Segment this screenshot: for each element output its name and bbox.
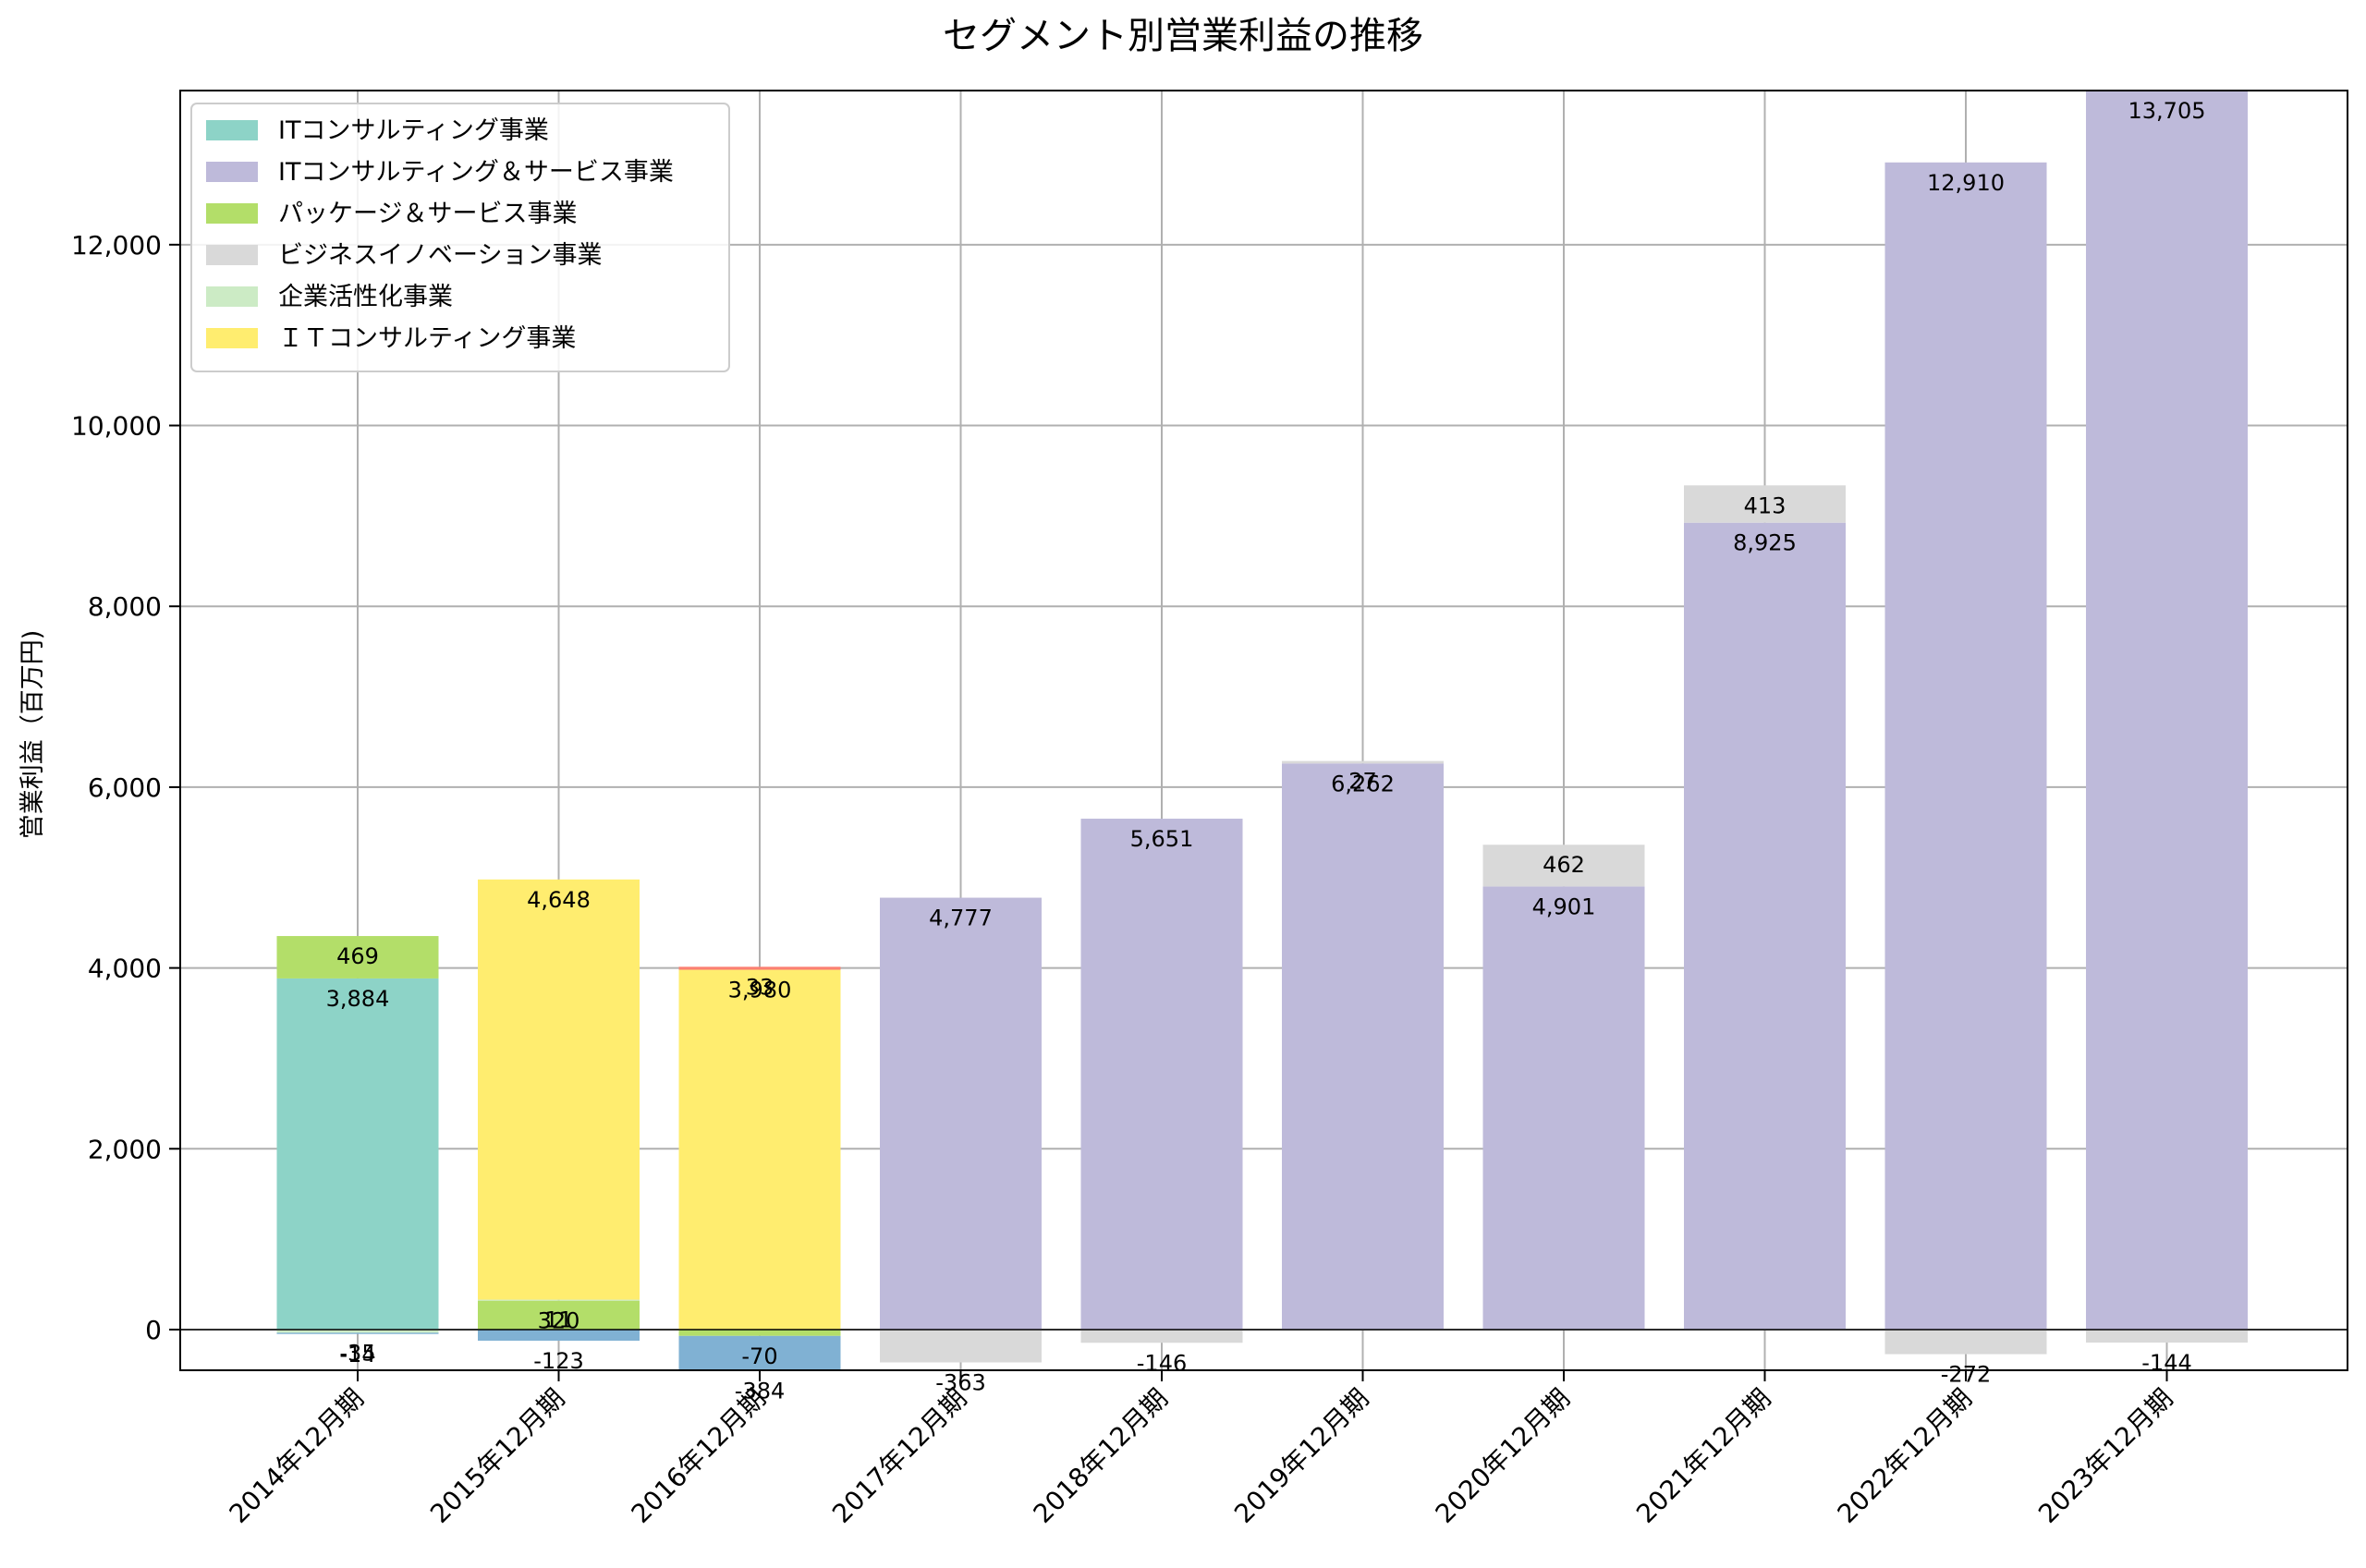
bar-value-label: -70 [741, 1343, 777, 1369]
bar-segment [1482, 886, 1645, 1330]
legend-label: ITコンサルティング＆サービス事業 [278, 158, 674, 187]
bar-segment [478, 1329, 640, 1342]
bar-segment [1884, 1329, 2047, 1355]
x-tick-label: 2023年12月期 [2032, 1383, 2178, 1529]
bar-segment [478, 879, 640, 1300]
y-axis-label: 営業利益（百万円) [18, 630, 47, 840]
x-axis: 2014年12月期 2015年12月期 2016年12月期 2017年12月期 2018… [224, 1370, 2178, 1529]
legend-label: ＩＴコンサルティング事業 [278, 324, 576, 353]
legend-swatch [206, 286, 258, 307]
legend-label: ITコンサルティング事業 [278, 116, 549, 145]
y-tick-label: 2,000 [88, 1134, 162, 1164]
bar-segment [880, 897, 1042, 1330]
x-tick-label: 2016年12月期 [626, 1383, 772, 1529]
x-tick-label: 2021年12月期 [1630, 1383, 1776, 1529]
bar-segment [1080, 1329, 1243, 1343]
y-axis: 0 2,000 4,000 6,000 8,000 10,000 12,000 [71, 230, 180, 1345]
legend-label: 企業活性化事業 [278, 283, 453, 311]
y-tick-label: 6,000 [88, 772, 162, 803]
bar-segment [2086, 91, 2248, 1330]
x-tick-label: 2015年12月期 [424, 1383, 570, 1529]
bar-value-label: 3,884 [326, 986, 390, 1012]
bar-segment [2086, 1329, 2248, 1343]
bar-segment [1884, 162, 2047, 1330]
bar-segment [1282, 763, 1444, 1330]
bar-segment [276, 1332, 439, 1334]
bar-segment [1684, 522, 1846, 1330]
bar-segment [1282, 760, 1444, 764]
bars [276, 91, 2248, 1371]
bar-segment [276, 936, 439, 978]
legend-swatch [206, 203, 258, 224]
bar-value-label: 12,910 [1927, 170, 2005, 196]
bar-segment [478, 1300, 640, 1330]
bar-value-label: 27 [1348, 769, 1377, 795]
x-tick-label: 2019年12月期 [1228, 1383, 1374, 1529]
bar-segment [678, 1329, 841, 1336]
legend-swatch [206, 245, 258, 265]
bar-value-label: 3,980 [728, 978, 792, 1003]
x-tick-label: 2017年12月期 [826, 1383, 972, 1529]
y-tick-label: 0 [145, 1315, 162, 1345]
y-tick-label: 8,000 [88, 591, 162, 622]
bar-value-label: 13,705 [2128, 98, 2206, 124]
bar-segment [276, 978, 439, 1330]
bar-segment [1684, 485, 1846, 523]
bar-value-label: 8,925 [1733, 530, 1797, 556]
bar-segment [1080, 819, 1243, 1330]
chart-title: セグメント別営業利益の推移 [943, 15, 1423, 57]
bar-segment [1482, 845, 1645, 887]
bar-value-label: 462 [1543, 852, 1585, 878]
bar-value-label: -14 [339, 1342, 375, 1367]
bar-segment [478, 1299, 640, 1301]
bar-value-label: 4,777 [929, 906, 993, 931]
x-tick-label: 2020年12月期 [1430, 1383, 1576, 1529]
legend-swatch [206, 120, 258, 140]
legend-swatch [206, 162, 258, 182]
y-tick-label: 4,000 [88, 954, 162, 984]
bar-value-label: 469 [336, 943, 379, 969]
bar-segment [880, 1329, 1042, 1363]
bar-segment [276, 1329, 439, 1333]
bar-value-label: 4,648 [527, 887, 591, 913]
x-tick-label: 2014年12月期 [224, 1383, 370, 1529]
bar-value-label: 413 [1744, 492, 1787, 518]
bar-value-label: 6,262 [1331, 771, 1395, 796]
bar-value-label: 5,651 [1130, 826, 1194, 852]
bar-value-label: 4,901 [1532, 893, 1596, 919]
legend-swatch [206, 328, 258, 348]
y-tick-label: 12,000 [71, 230, 162, 261]
legend-label: ビジネスイノベーション事業 [278, 241, 602, 270]
legend: ITコンサルティング事業 ITコンサルティング＆サービス事業パッケージ＆サービス事… [190, 103, 730, 372]
bar-value-label: -384 [735, 1378, 785, 1404]
bar-value-label: 11 [544, 1307, 573, 1333]
x-tick-label: 2022年12月期 [1832, 1383, 1978, 1529]
bar-segment [678, 966, 841, 970]
legend-box [190, 103, 730, 372]
plot-frame [179, 90, 2348, 1371]
y-tick-label: 10,000 [71, 411, 162, 442]
bar-segment [678, 1335, 841, 1371]
legend-label: パッケージ＆サービス事業 [278, 200, 577, 228]
bar-segment [678, 969, 841, 1330]
x-tick-label: 2018年12月期 [1028, 1383, 1174, 1529]
bar-value-label: -35 [339, 1340, 375, 1366]
bar-value-label: 33 [746, 974, 774, 1000]
